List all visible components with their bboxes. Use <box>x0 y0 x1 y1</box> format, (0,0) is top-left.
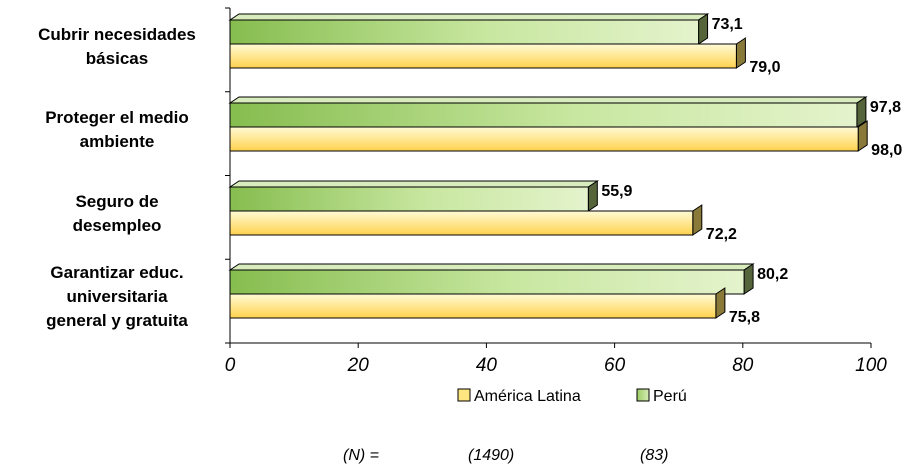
sample-size-row: (N) = (1490) (83) <box>343 447 668 464</box>
bar-top-face <box>228 13 710 21</box>
value-label-peru-3: 55,9 <box>601 183 632 200</box>
bar-front-face <box>229 186 589 212</box>
value-label-america-latina-2: 98,0 <box>871 142 902 159</box>
legend-swatch-peru <box>636 388 650 402</box>
legend: América Latina Perú <box>457 388 687 405</box>
bar-front-face <box>229 269 745 295</box>
legend-swatch-america-latina <box>457 388 471 402</box>
bar-peru-1 <box>228 13 710 45</box>
x-tick-label: 100 <box>855 355 887 376</box>
bar-front-face <box>229 102 858 128</box>
bar-front-face <box>229 126 859 152</box>
bar-top-face <box>228 96 868 104</box>
bar-side-face <box>715 287 726 319</box>
bar-front-face <box>229 210 694 236</box>
category-label-4: Garantizar educ. universitaria general y g… <box>46 263 188 330</box>
n-value-america-latina: (1490) <box>468 447 514 464</box>
value-label-peru-2: 97,8 <box>870 99 901 116</box>
bar-america-latina-2 <box>229 120 868 152</box>
value-label-peru-4: 80,2 <box>757 266 788 283</box>
category-label-line: básicas <box>86 49 148 68</box>
category-label-line: Proteger el medio <box>45 108 189 127</box>
n-value-peru: (83) <box>640 447 668 464</box>
bar-side-face <box>698 13 709 45</box>
bar-front-face <box>229 19 700 45</box>
legend-label-peru: Perú <box>653 388 687 405</box>
bar-america-latina-1 <box>229 37 746 69</box>
value-label-america-latina-3: 72,2 <box>706 226 737 243</box>
category-label-1: Cubrir necesidades básicas <box>38 25 196 68</box>
bar-side-face <box>692 204 703 236</box>
bar-america-latina-4 <box>229 287 726 319</box>
category-label-line: desempleo <box>73 216 162 235</box>
category-labels: Cubrir necesidades básicas Proteger el med… <box>38 25 196 330</box>
category-label-line: universitaria <box>66 287 168 306</box>
x-tick-label: 0 <box>225 355 236 376</box>
category-label-line: general y gratuita <box>46 311 188 330</box>
bar-peru-2 <box>228 96 868 128</box>
category-label-line: Seguro de <box>75 192 158 211</box>
category-label-3: Seguro de desempleo <box>73 192 162 235</box>
bar-america-latina-3 <box>229 204 703 236</box>
x-tick-label: 20 <box>347 355 370 376</box>
bar-side-face <box>743 263 754 295</box>
bar-front-face <box>229 293 717 319</box>
bar-peru-4 <box>228 263 755 295</box>
category-label-line: ambiente <box>80 132 155 151</box>
bars: 73,1 79,0 97,8 98,0 55,9 72,2 80,2 75,8 <box>228 13 902 326</box>
n-label: (N) = <box>343 447 379 464</box>
x-tick-label: 40 <box>476 355 498 376</box>
bar-top-face <box>228 263 755 271</box>
bar-top-face <box>228 180 599 188</box>
category-label-line: Cubrir necesidades <box>38 25 196 44</box>
x-tick-labels: 0 20 40 60 80 100 <box>225 355 888 376</box>
value-label-america-latina-4: 75,8 <box>729 309 760 326</box>
bar-front-face <box>229 43 737 69</box>
x-tick-label: 80 <box>732 355 754 376</box>
value-label-america-latina-1: 79,0 <box>749 59 780 76</box>
value-label-peru-1: 73,1 <box>712 16 743 33</box>
legend-label-america-latina: América Latina <box>474 388 581 405</box>
category-label-2: Proteger el medio ambiente <box>45 108 189 151</box>
bar-side-face <box>587 180 598 212</box>
bar-side-face <box>857 120 868 152</box>
bar-peru-3 <box>228 180 599 212</box>
bar-side-face <box>735 37 746 69</box>
x-tick-label: 60 <box>604 355 626 376</box>
category-label-line: Garantizar educ. <box>50 263 183 282</box>
